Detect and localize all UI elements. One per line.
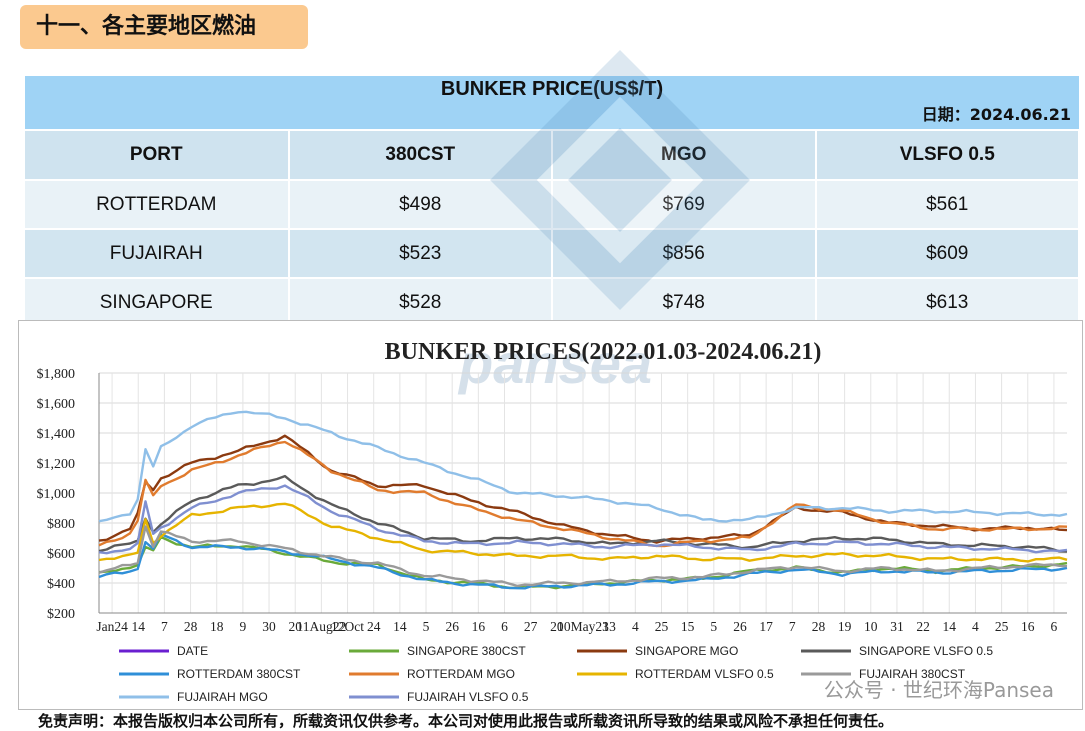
col-header-port: PORT bbox=[25, 129, 290, 180]
table-title: BUNKER PRICE(US$/T) bbox=[440, 78, 664, 100]
cell-vlsfo: $613 bbox=[815, 277, 1080, 326]
x-tick-label: 19 bbox=[838, 619, 852, 634]
y-tick-label: $400 bbox=[47, 577, 75, 592]
date-value: 2024.06.21 bbox=[969, 105, 1071, 124]
x-tick-label: 4 bbox=[632, 619, 639, 634]
col-header-mgo: MGO bbox=[552, 129, 817, 180]
x-tick-label: 22 bbox=[916, 619, 930, 634]
legend-label: ROTTERDAM VLSFO 0.5 bbox=[635, 667, 774, 681]
x-tick-label: 9 bbox=[240, 619, 247, 634]
x-tick-label: 7 bbox=[789, 619, 796, 634]
cell-vlsfo: $561 bbox=[815, 179, 1080, 229]
cell-mgo: $769 bbox=[552, 179, 817, 229]
cell-vlsfo: $609 bbox=[815, 228, 1080, 278]
y-tick-label: $200 bbox=[47, 607, 75, 622]
x-tick-label: 6 bbox=[1051, 619, 1058, 634]
date-label: 日期： bbox=[921, 105, 970, 124]
x-tick-label: 13 bbox=[602, 619, 616, 634]
wechat-account-label: 公众号 · 世纪环海Pansea bbox=[824, 678, 1054, 702]
y-tick-label: $800 bbox=[47, 517, 75, 532]
x-tick-label: 28 bbox=[184, 619, 198, 634]
y-tick-label: $1,000 bbox=[37, 487, 76, 502]
x-tick-label: Jan24 bbox=[96, 619, 128, 634]
x-tick-label: 7 bbox=[161, 619, 168, 634]
x-tick-label: 30 bbox=[262, 619, 276, 634]
series-line bbox=[98, 474, 1068, 553]
y-tick-label: $1,800 bbox=[37, 367, 76, 382]
legend-label: FUJAIRAH 380CST bbox=[859, 667, 966, 681]
table-row: SINGAPORE $528 $748 $613 bbox=[25, 277, 1080, 326]
x-tick-label: 25 bbox=[655, 619, 669, 634]
cell-port: FUJAIRAH bbox=[25, 228, 290, 278]
x-tick-label: 25 bbox=[995, 619, 1009, 634]
x-tick-label: 24 bbox=[367, 619, 381, 634]
x-tick-label: 12Oct bbox=[331, 619, 364, 634]
x-tick-label: 11Aug22 bbox=[297, 619, 347, 634]
watermark-text: pansea bbox=[457, 332, 652, 395]
x-tick-label: 26 bbox=[445, 619, 459, 634]
y-tick-label: $1,200 bbox=[37, 457, 76, 472]
disclaimer: 免责声明：本报告版权归本公司所有，所载资讯仅供参考。本公司对使用此报告或所载资讯… bbox=[38, 712, 894, 730]
x-tick-label: 17 bbox=[759, 619, 773, 634]
x-tick-label: 28 bbox=[812, 619, 826, 634]
y-tick-label: $1,600 bbox=[37, 397, 76, 412]
cell-mgo: $748 bbox=[552, 277, 817, 326]
x-tick-label: 16 bbox=[1021, 619, 1035, 634]
cell-380cst: $528 bbox=[288, 277, 553, 326]
x-tick-label: 10May23 bbox=[557, 619, 609, 634]
legend-label: SINGAPORE MGO bbox=[635, 644, 738, 658]
legend-label: FUJAIRAH MGO bbox=[177, 690, 268, 704]
col-header-380cst: 380CST bbox=[288, 129, 553, 180]
series-line bbox=[98, 410, 1068, 523]
x-tick-label: 14 bbox=[943, 619, 957, 634]
legend-label: SINGAPORE 380CST bbox=[407, 644, 526, 658]
col-header-vlsfo: VLSFO 0.5 bbox=[815, 129, 1080, 180]
x-tick-label: 5 bbox=[710, 619, 717, 634]
legend-label: ROTTERDAM MGO bbox=[407, 667, 515, 681]
table-row: FUJAIRAH $523 $856 $609 bbox=[25, 228, 1080, 278]
x-tick-label: 26 bbox=[733, 619, 747, 634]
legend-label: ROTTERDAM 380CST bbox=[177, 667, 301, 681]
legend-label: FUJAIRAH VLSFO 0.5 bbox=[407, 690, 529, 704]
section-title: 十一、各主要地区燃油 bbox=[20, 5, 308, 49]
x-tick-label: 5 bbox=[423, 619, 430, 634]
chart-container: pansea BUNKER PRICES(2022.01.03-2024.06.2… bbox=[18, 320, 1083, 710]
cell-mgo: $856 bbox=[552, 228, 817, 278]
cell-port: SINGAPORE bbox=[25, 277, 290, 326]
x-tick-label: 15 bbox=[681, 619, 695, 634]
legend-label: SINGAPORE VLSFO 0.5 bbox=[859, 644, 993, 658]
y-tick-label: $1,400 bbox=[37, 427, 76, 442]
x-tick-label: 14 bbox=[393, 619, 407, 634]
pansea-logo-watermark bbox=[490, 50, 750, 310]
cell-380cst: $523 bbox=[288, 228, 553, 278]
table-title-cell: BUNKER PRICE(US$/T) 日期：2024.06.21 bbox=[25, 76, 1079, 130]
x-tick-label: 6 bbox=[501, 619, 508, 634]
series-line bbox=[98, 440, 1068, 548]
x-tick-label: 10 bbox=[864, 619, 878, 634]
table-row: ROTTERDAM $498 $769 $561 bbox=[25, 179, 1080, 229]
x-tick-label: 14 bbox=[131, 619, 145, 634]
y-tick-label: $600 bbox=[47, 547, 75, 562]
series-line bbox=[98, 532, 1068, 590]
legend-label: DATE bbox=[177, 644, 208, 658]
cell-port: ROTTERDAM bbox=[25, 179, 290, 229]
series-line bbox=[98, 525, 1068, 588]
table-date: 日期：2024.06.21 bbox=[922, 101, 1071, 125]
x-tick-label: 20 bbox=[550, 619, 564, 634]
cell-380cst: $498 bbox=[288, 179, 553, 229]
series-line bbox=[98, 502, 1068, 563]
x-tick-label: 27 bbox=[524, 619, 538, 634]
x-tick-label: 20 bbox=[288, 619, 302, 634]
x-tick-label: 31 bbox=[890, 619, 904, 634]
series-line bbox=[98, 484, 1068, 555]
x-tick-label: 16 bbox=[472, 619, 486, 634]
chart-title: BUNKER PRICES(2022.01.03-2024.06.21) bbox=[385, 339, 822, 365]
bunker-price-table: BUNKER PRICE(US$/T) 日期：2024.06.21 PORT 3… bbox=[25, 76, 1080, 326]
x-tick-label: 18 bbox=[210, 619, 224, 634]
x-tick-label: 4 bbox=[972, 619, 979, 634]
